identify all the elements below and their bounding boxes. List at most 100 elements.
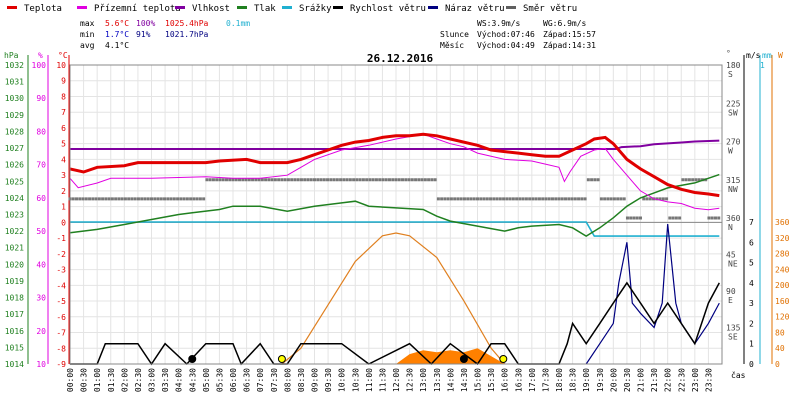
x-tick-label: 11:00: [365, 368, 374, 392]
wind-direction-point: [387, 178, 391, 182]
w-tick-label: 40: [775, 344, 785, 353]
wind-direction-point: [456, 197, 460, 201]
c-tick-label: -9: [56, 360, 66, 369]
wind-direction-point: [309, 178, 313, 182]
wind-direction-point: [198, 197, 202, 201]
ms-tick-label: 5: [749, 259, 754, 268]
wind-direction-point: [443, 197, 447, 201]
wind-direction-point: [430, 178, 434, 182]
wind-direction-point: [505, 197, 509, 201]
wind-direction-point: [277, 178, 281, 182]
wind-direction-point: [554, 197, 558, 201]
wind-direction-point: [224, 178, 228, 182]
wind-direction-point: [140, 197, 144, 201]
wind-direction-point: [658, 197, 662, 201]
wind-direction-point: [528, 197, 532, 201]
wind-direction-point: [407, 178, 411, 182]
ms-tick-label: 2: [749, 319, 754, 328]
wind-direction-point: [410, 178, 414, 182]
wind-direction-point: [508, 197, 512, 201]
dir-name-label: NE: [728, 260, 738, 269]
wind-direction-point: [378, 178, 382, 182]
hpa-tick-label: 1023: [5, 211, 24, 220]
wind-direction-point: [78, 197, 82, 201]
wind-direction-point: [339, 178, 343, 182]
wind-direction-point: [257, 178, 261, 182]
wind-direction-point: [639, 216, 642, 220]
plot-frame: [69, 64, 723, 365]
right-axis-ticks: 360N315NW270W225SW180S135SE90E45NE012345…: [726, 55, 790, 369]
wind-direction-point: [619, 197, 623, 201]
wind-direction-point: [81, 197, 85, 201]
hpa-tick-label: 1018: [5, 294, 24, 303]
wind-direction-point: [391, 178, 395, 182]
x-tick-label: 05:30: [215, 368, 224, 392]
stats-avg-temp: 4.1°C: [105, 41, 129, 50]
wind-direction-point: [260, 178, 264, 182]
wind-direction-point: [518, 197, 522, 201]
stats-max-rain: 0.1mm: [226, 19, 250, 28]
x-tick-label: 12:30: [406, 368, 415, 392]
c-tick-label: -3: [56, 266, 66, 275]
wind-direction-point: [710, 216, 714, 220]
wind-direction-point: [192, 197, 196, 201]
wind-direction-point: [244, 178, 248, 182]
dir-deg-label: 270: [726, 138, 741, 147]
wind-direction-point: [420, 178, 424, 182]
dir-deg-label: 360: [726, 214, 741, 223]
pct-tick-label: 100: [32, 61, 47, 70]
dir-name-label: SE: [728, 333, 738, 342]
wind-direction-point: [150, 197, 153, 201]
stats-avg-label: avg: [80, 41, 95, 50]
x-tick-label: 13:30: [433, 368, 442, 392]
wind-direction-point: [120, 197, 124, 201]
x-tick-label: 14:00: [446, 368, 455, 392]
wind-direction-point: [251, 178, 255, 182]
legend-srazky: Srážky: [299, 4, 332, 14]
wind-direction-point: [632, 216, 636, 220]
c-tick-label: 0: [61, 218, 66, 227]
axis-pct-label: %: [38, 51, 43, 60]
x-tick-label: 08:30: [297, 368, 306, 392]
hpa-tick-label: 1016: [5, 327, 24, 336]
wind-direction-point: [156, 197, 160, 201]
wind-direction-point: [606, 197, 610, 201]
wind-speed-line: [70, 281, 720, 366]
x-tick-label: 11:30: [378, 368, 387, 392]
wind-direction-point: [205, 178, 209, 182]
dir-deg-label: 135: [726, 324, 741, 333]
wind-direction-point: [635, 216, 639, 220]
dir-deg-label: 90: [726, 287, 736, 296]
hpa-tick-label: 1032: [5, 61, 24, 70]
wind-direction-point: [417, 178, 421, 182]
wind-direction-point: [202, 197, 206, 201]
x-tick-label: 05:00: [202, 368, 211, 392]
wind-direction-point: [550, 197, 554, 201]
wind-direction-point: [101, 197, 105, 201]
wind-direction-point: [114, 197, 118, 201]
hpa-tick-label: 1027: [5, 144, 24, 153]
rain-line: [70, 221, 720, 237]
wind-direction-point: [319, 178, 323, 182]
x-tick-label: 06:30: [243, 368, 252, 392]
wind-direction-point: [472, 197, 476, 201]
wind-direction-point: [515, 197, 519, 201]
x-tick-label: 09:00: [311, 368, 320, 392]
wind-direction-point: [91, 197, 95, 201]
hpa-tick-label: 1022: [5, 227, 24, 236]
wind-direction-point: [348, 178, 352, 182]
dir-deg-label: 225: [726, 99, 741, 108]
wind-direction-point: [238, 178, 242, 182]
wind-direction-point: [687, 178, 691, 182]
wind-direction-point: [534, 197, 538, 201]
x-tick-label: 23:00: [691, 368, 700, 392]
x-tick-label: 19:30: [596, 368, 605, 392]
moon-label: Měsíc: [440, 41, 464, 50]
axis-ms-label: m/s: [746, 51, 761, 60]
x-tick-label: 12:00: [392, 368, 401, 392]
wind-direction-point: [580, 197, 584, 201]
wind-direction-point: [625, 216, 629, 220]
wind-direction-point: [648, 197, 652, 201]
wind-direction-point: [228, 178, 232, 182]
stats-max-label: max: [80, 19, 95, 28]
